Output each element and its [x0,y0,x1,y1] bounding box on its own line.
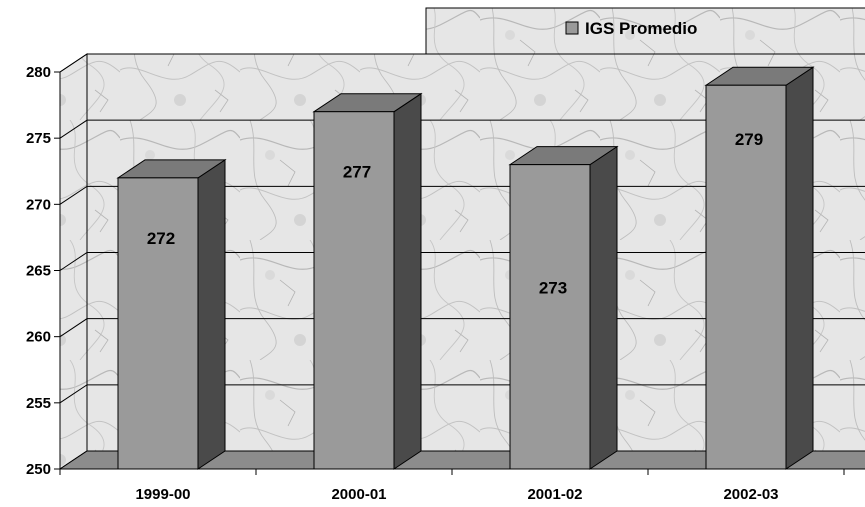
bar-side [589,145,618,470]
y-tick-label: 255 [26,395,51,412]
y-tick-label: 265 [26,263,51,280]
data-label: 272 [147,229,175,248]
bar [117,177,199,470]
y-tick-label: 270 [26,196,51,213]
data-label: 279 [735,130,763,149]
x-tick-label: 2000-01 [331,486,386,503]
data-label: 273 [539,279,567,298]
x-tick-label: 1999-00 [135,486,190,503]
bar [509,164,591,470]
bar-side [393,92,422,470]
bar-side [785,66,814,470]
y-tick-label: 280 [26,64,51,81]
legend: IGS Promedio [425,7,865,55]
x-tick-label: 2001-02 [527,486,582,503]
y-tick-label: 260 [26,329,51,346]
bar-side [197,158,226,470]
legend-swatch [565,21,579,35]
gridline [59,119,865,139]
x-tick-label: 2002-03 [723,486,778,503]
legend-label: IGS Promedio [585,19,697,38]
plot-area: 250 255 260 265 270 275 280 1999-00 2000-01 2001-… [26,53,865,503]
legend-box [425,7,865,55]
data-label: 277 [343,163,371,182]
bar [705,84,787,470]
y-tick-label: 250 [26,461,51,478]
y-tick-label: 275 [26,130,51,147]
bar [313,111,395,470]
